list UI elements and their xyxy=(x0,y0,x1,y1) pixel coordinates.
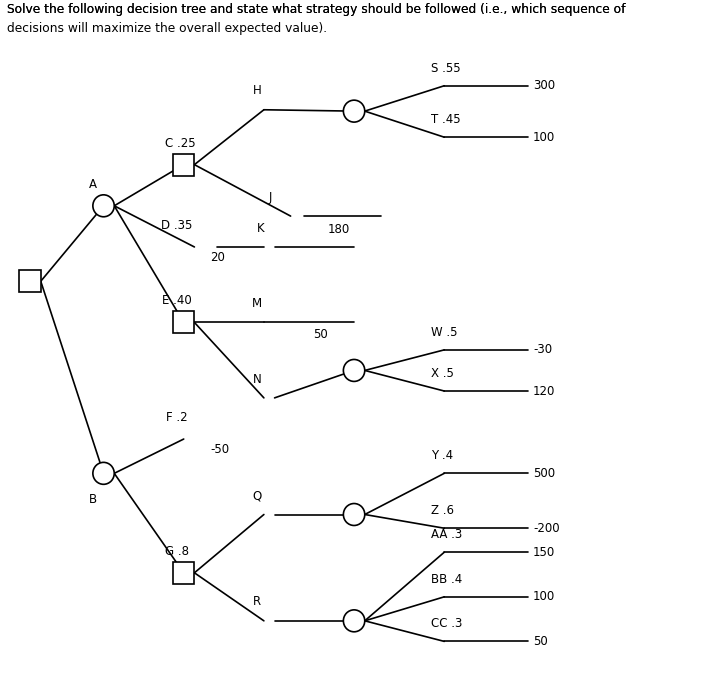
Bar xyxy=(173,311,194,333)
Text: 120: 120 xyxy=(533,385,555,397)
Circle shape xyxy=(93,462,114,484)
Text: S .55: S .55 xyxy=(431,62,461,75)
Text: 100: 100 xyxy=(533,591,555,603)
Text: Y .4: Y .4 xyxy=(431,449,453,462)
Bar xyxy=(173,154,194,176)
Bar xyxy=(173,562,194,584)
Text: -200: -200 xyxy=(533,522,560,534)
Circle shape xyxy=(344,100,365,122)
Text: G .8: G .8 xyxy=(165,545,189,558)
Text: H: H xyxy=(253,84,261,97)
Circle shape xyxy=(93,195,114,217)
Text: Q: Q xyxy=(253,489,262,502)
Text: Z .6: Z .6 xyxy=(431,504,454,517)
Text: X .5: X .5 xyxy=(431,367,454,380)
Text: W .5: W .5 xyxy=(431,326,457,339)
Circle shape xyxy=(344,610,365,632)
Text: N: N xyxy=(253,372,261,386)
Text: 20: 20 xyxy=(210,251,225,263)
Text: -50: -50 xyxy=(210,443,229,456)
Text: 500: 500 xyxy=(533,467,555,480)
Text: 180: 180 xyxy=(328,224,349,236)
Circle shape xyxy=(344,504,365,525)
Text: R: R xyxy=(253,595,261,608)
Text: J: J xyxy=(269,191,272,204)
Text: Solve the following decision tree and state what strategy should be followed (i.: Solve the following decision tree and st… xyxy=(7,3,625,16)
Text: 300: 300 xyxy=(533,80,555,92)
Text: decisions will maximize the overall expected value).: decisions will maximize the overall expe… xyxy=(7,22,327,35)
Text: C .25: C .25 xyxy=(165,137,196,150)
Text: Solve the following decision tree and state what strategy should be followed (i.: Solve the following decision tree and st… xyxy=(7,3,625,16)
Text: F .2: F .2 xyxy=(166,411,188,424)
Text: 50: 50 xyxy=(533,635,548,648)
Text: A: A xyxy=(89,178,97,191)
Text: E .40: E .40 xyxy=(162,294,192,307)
Text: T .45: T .45 xyxy=(431,113,461,126)
Text: CC .3: CC .3 xyxy=(431,617,462,630)
Text: -30: -30 xyxy=(533,344,553,356)
Text: 50: 50 xyxy=(313,329,328,341)
Text: D .35: D .35 xyxy=(162,219,193,232)
Text: 150: 150 xyxy=(533,546,555,558)
Circle shape xyxy=(344,359,365,381)
Text: B: B xyxy=(89,493,97,506)
Text: M: M xyxy=(252,297,262,310)
Text: AA .3: AA .3 xyxy=(431,528,462,541)
Text: BB .4: BB .4 xyxy=(431,573,462,586)
Bar xyxy=(20,270,41,292)
Text: K: K xyxy=(257,222,264,235)
Text: 100: 100 xyxy=(533,131,555,143)
